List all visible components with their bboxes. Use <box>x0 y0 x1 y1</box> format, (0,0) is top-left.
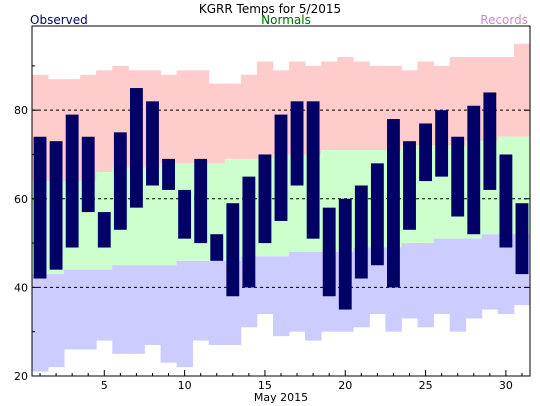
observed-bar-day-20 <box>338 198 352 310</box>
observed-bar-day-5 <box>97 212 111 248</box>
x-tick-label: 20 <box>338 379 352 392</box>
record-low-band <box>96 269 113 341</box>
observed-bar-day-14 <box>242 176 256 288</box>
record-low-band <box>465 238 483 319</box>
record-low-band <box>401 243 418 319</box>
observed-bar-day-28 <box>467 105 481 235</box>
observed-bar-day-18 <box>306 101 320 239</box>
record-high-band <box>176 70 194 164</box>
observed-bar-day-4 <box>81 136 95 213</box>
observed-bar-day-10 <box>178 189 192 239</box>
record-high-band <box>369 65 386 151</box>
y-tick-label: 60 <box>14 193 28 206</box>
record-low-band <box>289 251 306 332</box>
record-low-band <box>32 274 49 372</box>
x-tick-label: 5 <box>101 379 108 392</box>
x-tick-label: 30 <box>499 379 513 392</box>
record-high-band <box>353 61 370 151</box>
record-low-band <box>48 274 65 368</box>
observed-bar-day-22 <box>370 163 384 266</box>
record-low-band <box>144 265 161 345</box>
normal-band <box>144 167 161 266</box>
record-high-band <box>337 57 354 151</box>
axes: 20 40 60 80 5 10 15 20 25 30 <box>14 25 531 392</box>
x-tick-label: 10 <box>178 379 192 392</box>
observed-bar-day-16 <box>274 114 288 221</box>
record-high-band <box>224 83 242 159</box>
observed-bar-day-13 <box>226 203 240 297</box>
record-low-band <box>481 234 499 310</box>
x-tick-label: 25 <box>419 379 433 392</box>
record-low-band <box>272 256 290 337</box>
observed-bar-day-26 <box>435 110 449 177</box>
observed-bar-day-21 <box>354 185 368 279</box>
record-high-band <box>449 57 467 146</box>
observed-bar-day-2 <box>49 141 63 270</box>
record-high-band <box>208 83 226 164</box>
legend-observed: Observed <box>30 13 88 27</box>
observed-bar-day-25 <box>419 123 433 182</box>
legend-records: Records <box>480 13 528 27</box>
record-low-band <box>208 260 226 345</box>
legend-normals: Normals <box>261 13 311 27</box>
observed-bar-day-17 <box>290 101 304 186</box>
record-low-band <box>497 234 515 314</box>
x-tick-label: 15 <box>258 379 272 392</box>
record-high-band <box>192 70 210 164</box>
observed-bar-day-9 <box>162 158 175 190</box>
observed-bar-day-3 <box>65 114 79 248</box>
observed-bar-day-8 <box>146 101 159 186</box>
y-tick-label: 20 <box>14 370 28 383</box>
record-low-band <box>176 260 194 368</box>
record-high-band <box>240 74 258 159</box>
record-low-band <box>160 265 177 363</box>
observed-bar-day-1 <box>33 136 47 279</box>
observed-bar-day-15 <box>258 154 272 244</box>
observed-bar-day-19 <box>322 207 336 297</box>
observed-bar-day-12 <box>210 234 224 261</box>
record-low-band <box>128 265 145 354</box>
y-tick-label: 80 <box>14 104 28 117</box>
record-high-band <box>160 74 177 164</box>
record-low-band <box>417 243 435 328</box>
record-high-band <box>256 61 274 159</box>
record-high-band <box>401 70 418 146</box>
record-high-band <box>497 57 515 137</box>
record-low-band <box>449 238 467 332</box>
record-low-band <box>80 269 97 350</box>
y-tick-label: 40 <box>14 281 28 294</box>
observed-bar-day-11 <box>194 158 208 244</box>
plot-area <box>32 43 531 372</box>
observed-bar-day-23 <box>387 119 400 288</box>
observed-bar-day-27 <box>451 136 465 217</box>
record-high-band <box>513 43 531 137</box>
chart-title: KGRR Temps for 5/2015 <box>199 2 341 16</box>
observed-bar-day-6 <box>113 132 127 230</box>
record-low-band <box>192 260 210 341</box>
record-high-band <box>321 61 338 151</box>
observed-bar-day-24 <box>403 141 416 230</box>
record-low-band <box>64 269 81 350</box>
observed-bar-day-29 <box>483 92 497 190</box>
record-low-band <box>112 265 129 354</box>
observed-bar-day-30 <box>499 154 513 248</box>
record-low-band <box>433 238 451 314</box>
x-axis-label: May 2015 <box>254 391 308 404</box>
observed-bar-day-31 <box>515 203 529 275</box>
record-low-band <box>256 256 274 314</box>
record-low-band <box>305 251 322 341</box>
observed-bar-day-7 <box>129 88 143 208</box>
record-high-band <box>96 70 113 173</box>
